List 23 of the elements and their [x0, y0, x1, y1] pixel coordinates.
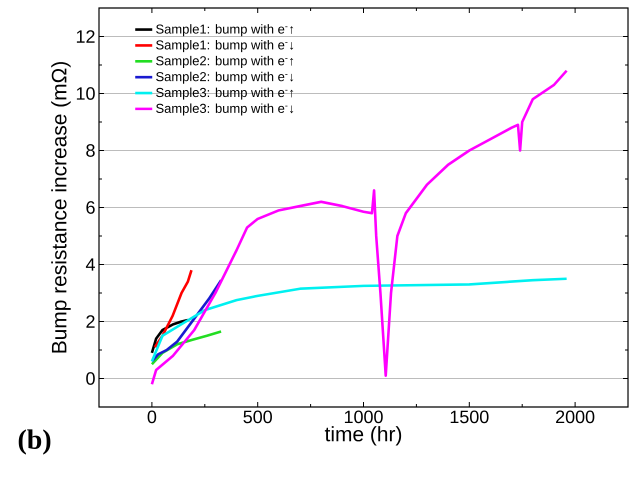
- x-tick-label: 1500: [450, 410, 489, 424]
- line-series: [150, 277, 568, 363]
- x-tick-label: 500: [243, 410, 272, 424]
- y-tick-label: 12: [76, 30, 95, 43]
- y-tick-label: 10: [76, 87, 95, 100]
- legend-label: Sample1: bump with e$^{-}$↓: [156, 40, 294, 52]
- legend-label: Sample2: bump with e$^{-}$↑: [156, 56, 294, 68]
- x-tick-label: 2000: [556, 410, 594, 424]
- x-axis-title: time (hr): [324, 426, 402, 446]
- legend-label: Sample3: bump with e$^{-}$↓: [156, 103, 294, 116]
- y-tick-label: 6: [86, 201, 95, 214]
- legend-label: Sample1: bump with e$^{-}$↑: [156, 24, 294, 36]
- legend-label: Sample3: bump with e$^{-}$↑: [156, 88, 294, 100]
- y-tick-label: 4: [86, 258, 95, 271]
- x-tick-label: 0: [148, 410, 156, 424]
- text: (b): [18, 429, 50, 455]
- line-series: [150, 69, 568, 386]
- legend-label: Sample2: bump with e$^{-}$↓: [156, 72, 294, 84]
- y-tick-label: 0: [86, 372, 95, 385]
- x-tick-label: 1000: [344, 410, 383, 424]
- y-tick-label: 2: [86, 315, 95, 328]
- y-tick-label: 8: [86, 144, 95, 157]
- y-axis-title: Bump resistance increase (mΩ): [51, 62, 71, 353]
